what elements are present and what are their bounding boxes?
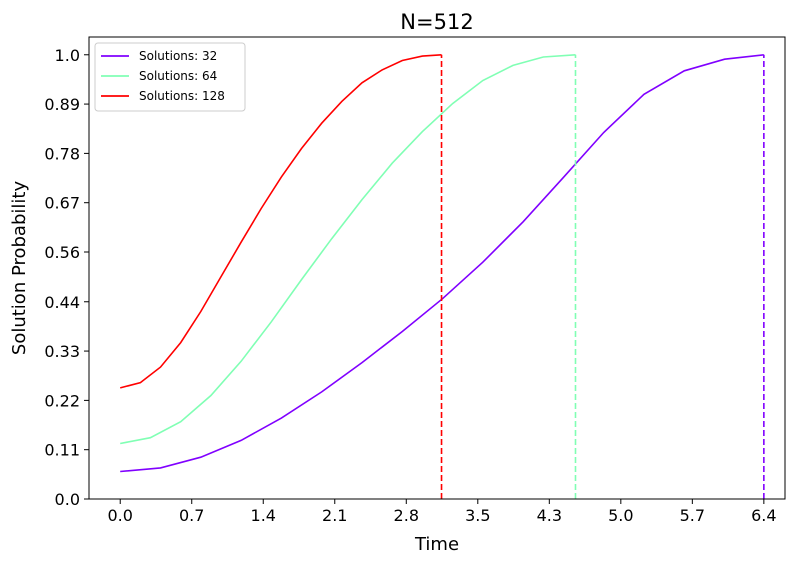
- plot-frame: [88, 36, 786, 500]
- y-tick-label: 0.89: [44, 95, 80, 114]
- x-tick-label: 3.5: [465, 506, 490, 525]
- x-axis-title: Time: [414, 534, 459, 555]
- x-tick-label: 1.4: [251, 506, 276, 525]
- x-tick-label: 2.1: [322, 506, 347, 525]
- legend: Solutions: 32 Solutions: 64 Solutions: 128: [94, 42, 246, 112]
- x-tick-label: 5.7: [680, 506, 705, 525]
- y-tick-label: 0.44: [44, 293, 80, 312]
- y-axis-title: Solution Probability: [9, 181, 30, 356]
- legend-box: [94, 42, 246, 112]
- series-line-1: [120, 54, 764, 473]
- plot-area: [119, 54, 765, 499]
- y-tick-label: 0.67: [44, 194, 80, 213]
- y-tick-label: 0.22: [44, 391, 80, 410]
- y-tick-label: 0.0: [55, 490, 80, 509]
- y-tick-label: 0.78: [44, 144, 80, 163]
- x-tick-label: 5.0: [608, 506, 633, 525]
- chart-title: N=512: [400, 10, 473, 34]
- series-line-3: [119, 54, 442, 389]
- y-axis: 0.0 0.11 0.22 0.33 0.44 0.56 0.67 0.78 0.89 1.0: [44, 46, 89, 509]
- x-tick-label: 4.3: [537, 506, 562, 525]
- y-tick-label: 0.11: [44, 441, 80, 460]
- x-tick-label: 6.4: [751, 506, 776, 525]
- legend-label-1: Solutions: 32: [139, 49, 217, 63]
- y-tick-label: 0.33: [44, 342, 80, 361]
- legend-label-3: Solutions: 128: [139, 89, 225, 103]
- series-line-2: [120, 54, 576, 445]
- y-tick-label: 0.56: [44, 243, 80, 262]
- x-tick-label: 2.8: [394, 506, 419, 525]
- x-tick-label: 0.0: [107, 506, 132, 525]
- x-tick-label: 0.7: [179, 506, 204, 525]
- legend-label-2: Solutions: 64: [139, 69, 217, 83]
- x-axis: 0.0 0.7 1.4 2.1 2.8 3.5 4.3 5.0 5.7 6.4: [107, 499, 777, 525]
- y-tick-label: 1.0: [55, 46, 80, 65]
